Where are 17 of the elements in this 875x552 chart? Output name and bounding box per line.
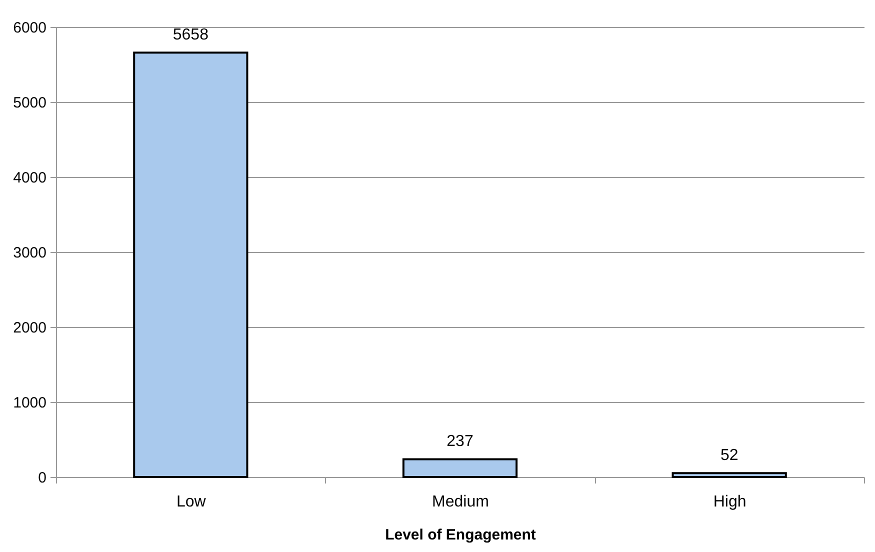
y-tick-label: 5000 — [13, 94, 46, 112]
y-tick-label: 0 — [38, 470, 46, 486]
data-label: 237 — [446, 433, 474, 450]
data-label: 52 — [720, 447, 738, 464]
x-tick-label: Low — [176, 494, 206, 510]
y-tick-label: 2000 — [13, 320, 46, 336]
bar — [672, 472, 787, 478]
x-tick-label: Medium — [432, 494, 489, 510]
x-axis-title: Level of Engagement — [385, 526, 536, 544]
y-tick-label: 4000 — [13, 170, 46, 186]
x-tick-label: High — [713, 494, 746, 510]
bar — [402, 458, 518, 478]
y-tick-label: 3000 — [13, 244, 46, 262]
y-tick-label: 6000 — [13, 20, 46, 36]
y-tick-label: 1000 — [13, 394, 46, 412]
data-label: 5658 — [172, 26, 209, 44]
bar — [133, 52, 248, 478]
